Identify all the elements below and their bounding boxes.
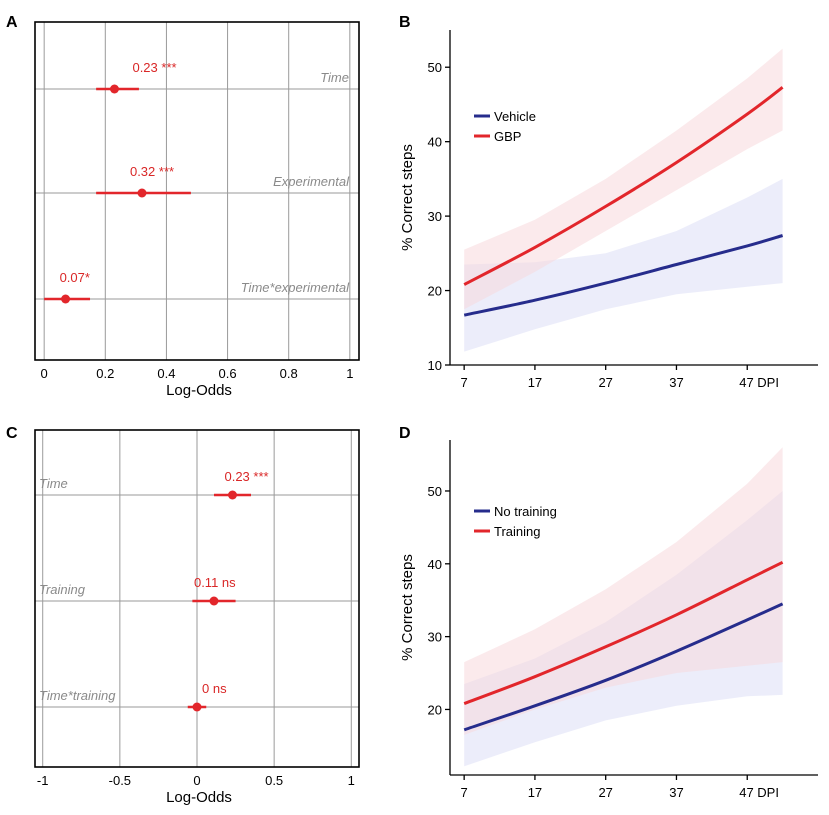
- panel-label-a: A: [6, 14, 18, 31]
- x-axis-title: Log-Odds: [166, 382, 232, 399]
- row-label: Time*training: [39, 688, 116, 703]
- x-tick-label: 47 DPI: [739, 375, 779, 390]
- x-tick-label: 1: [348, 773, 355, 788]
- series-line: [463, 560, 784, 706]
- x-tick-label: 37: [669, 785, 683, 800]
- panel-label-d: D: [399, 425, 411, 442]
- legend-label: GBP: [494, 129, 521, 144]
- y-tick-label: 10: [428, 358, 442, 373]
- x-tick-label: 1: [346, 366, 353, 381]
- ci-band: [464, 447, 783, 735]
- x-tick-label: -0.5: [109, 773, 131, 788]
- row-label: Time: [320, 70, 349, 85]
- x-tick-label: 17: [528, 375, 542, 390]
- panel-label-c: C: [6, 425, 18, 442]
- estimate-point: [61, 294, 71, 304]
- y-tick-label: 50: [428, 484, 442, 499]
- row-label: Experimental: [273, 174, 350, 189]
- x-tick-label: 0.4: [157, 366, 175, 381]
- plot-frame: [34, 429, 360, 768]
- row-label: Time: [39, 476, 68, 491]
- estimate-label: 0.11 ns: [194, 575, 236, 590]
- estimate-label: 0.32 ***: [130, 164, 174, 179]
- x-tick-label: 17: [528, 785, 542, 800]
- x-tick-label: 37: [669, 375, 683, 390]
- y-tick-label: 20: [428, 284, 442, 299]
- x-tick-label: 7: [461, 375, 468, 390]
- estimate-point: [137, 188, 147, 198]
- x-tick-label: 0.5: [265, 773, 283, 788]
- estimate-label: 0.07*: [60, 270, 90, 285]
- estimate-point: [109, 84, 119, 94]
- y-tick-label: 50: [428, 60, 442, 75]
- panel-label-b: B: [399, 14, 411, 31]
- estimate-point: [192, 702, 202, 712]
- y-tick-label: 30: [428, 630, 442, 645]
- series-line: [463, 602, 784, 732]
- y-tick-label: 40: [428, 135, 442, 150]
- x-tick-label: 7: [461, 785, 468, 800]
- x-tick-label: 0.8: [280, 366, 298, 381]
- x-tick-label: 0.2: [96, 366, 114, 381]
- y-axis-title: % Correct steps: [399, 554, 416, 661]
- x-tick-label: 27: [598, 785, 612, 800]
- ci-band: [464, 178, 783, 352]
- estimate-point: [227, 490, 237, 500]
- row-label: Time*experimental: [241, 280, 350, 295]
- estimate-label: 0.23 ***: [224, 469, 268, 484]
- legend-label: No training: [494, 504, 557, 519]
- x-tick-label: 27: [598, 375, 612, 390]
- y-tick-label: 20: [428, 702, 442, 717]
- x-tick-label: 47 DPI: [739, 785, 779, 800]
- y-tick-label: 40: [428, 557, 442, 572]
- legend-label: Training: [494, 524, 540, 539]
- x-axis-title: Log-Odds: [166, 789, 232, 806]
- estimate-label: 0 ns: [202, 681, 227, 696]
- x-tick-label: 0: [193, 773, 200, 788]
- x-tick-label: 0: [41, 366, 48, 381]
- y-tick-label: 30: [428, 209, 442, 224]
- estimate-label: 0.23 ***: [132, 60, 176, 75]
- x-tick-label: 0.6: [219, 366, 237, 381]
- series-line: [463, 234, 784, 317]
- estimate-point: [209, 596, 219, 606]
- row-label: Training: [39, 582, 86, 597]
- x-tick-label: -1: [37, 773, 49, 788]
- y-axis-title: % Correct steps: [399, 144, 416, 251]
- plot-frame: [34, 21, 360, 361]
- series-line: [463, 86, 784, 286]
- legend-label: Vehicle: [494, 109, 536, 124]
